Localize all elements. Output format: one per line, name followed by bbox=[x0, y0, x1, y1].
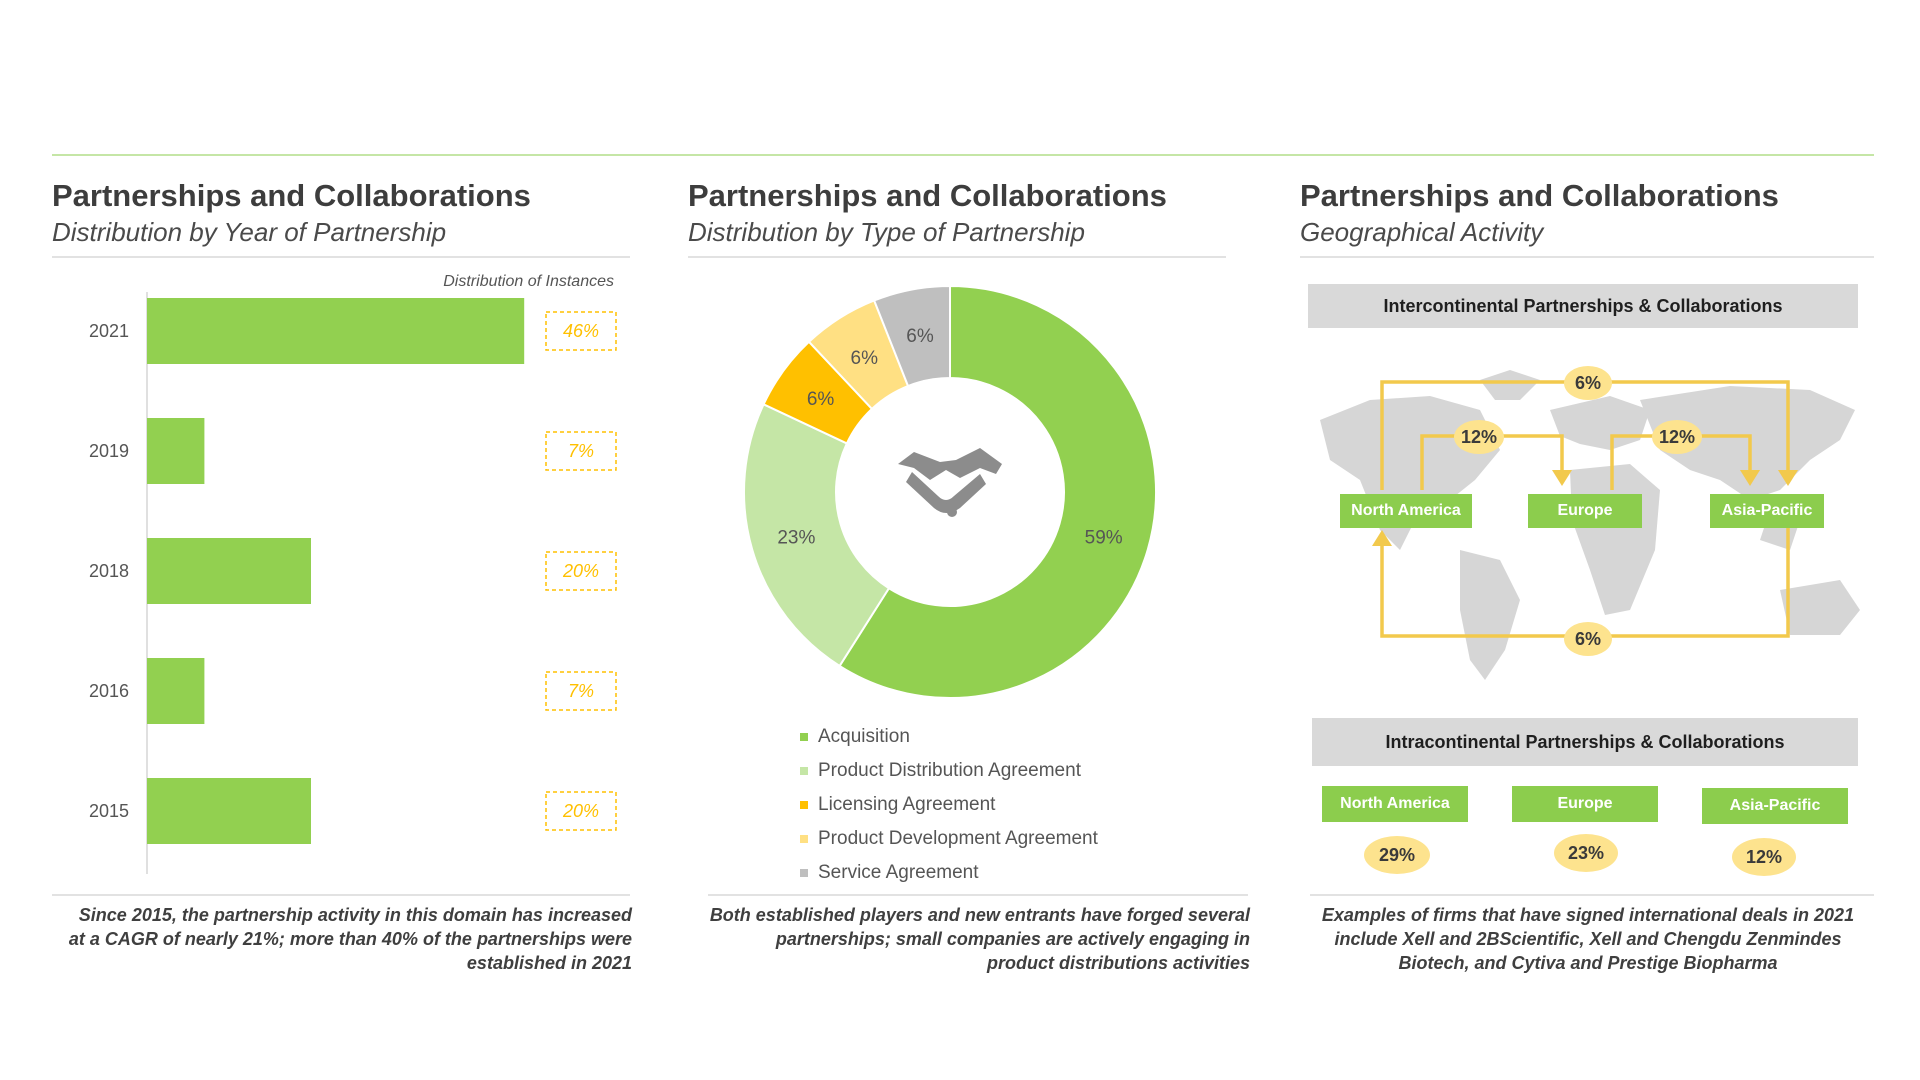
top-divider bbox=[52, 154, 1874, 156]
caption-divider bbox=[1310, 894, 1874, 896]
value-label-box bbox=[545, 791, 617, 831]
panel-title: Partnerships and Collaborations bbox=[1300, 178, 1779, 213]
bar bbox=[147, 658, 205, 724]
legend-label: Product Development Agreement bbox=[818, 828, 1098, 849]
flow-badge: 6% bbox=[1564, 622, 1612, 656]
slice-label: 59% bbox=[1085, 528, 1123, 549]
panel-caption: Examples of firms that have signed inter… bbox=[1321, 905, 1855, 973]
slice-label: 23% bbox=[777, 528, 815, 549]
legend-label: Service Agreement bbox=[818, 862, 979, 883]
value-label-box bbox=[545, 671, 617, 711]
year-bar-chart: Distribution of Instances 2021 46% 2019 7% 2… bbox=[89, 273, 617, 874]
bar bbox=[147, 298, 525, 364]
value-label-header: Distribution of Instances bbox=[443, 273, 614, 290]
donut-slice bbox=[838, 284, 1157, 699]
value-label: 7% bbox=[568, 441, 594, 461]
bar bbox=[147, 418, 205, 484]
category-label: 2021 bbox=[89, 321, 129, 341]
panel-year: Partnerships and Collaborations Distribu… bbox=[52, 178, 531, 248]
panel-subtitle: Geographical Activity bbox=[1300, 217, 1544, 247]
intra-region-europe: Europe bbox=[1512, 786, 1658, 822]
caption-divider bbox=[708, 894, 1248, 896]
bar bbox=[147, 778, 311, 844]
slice-label: 6% bbox=[906, 326, 934, 347]
legend-label: Product Distribution Agreement bbox=[818, 760, 1081, 781]
legend-item: Product Distribution Agreement bbox=[800, 754, 1098, 788]
intra-value-badge: 12% bbox=[1732, 838, 1796, 876]
panel-divider bbox=[688, 256, 1226, 258]
panel-subtitle: Distribution by Type of Partnership bbox=[688, 217, 1085, 247]
intra-value-badge: 29% bbox=[1364, 836, 1430, 874]
caption-divider bbox=[52, 894, 630, 896]
flow-badge: 12% bbox=[1454, 420, 1504, 454]
value-label: 7% bbox=[568, 681, 594, 701]
intra-region-asia-pacific: Asia-Pacific bbox=[1702, 788, 1848, 824]
flow-badge: 6% bbox=[1564, 366, 1612, 400]
category-label: 2015 bbox=[89, 801, 129, 821]
legend-item: Product Development Agreement bbox=[800, 822, 1098, 856]
category-label: 2016 bbox=[89, 681, 129, 701]
legend-swatch bbox=[800, 835, 808, 843]
donut-slice bbox=[743, 402, 891, 668]
value-label: 20% bbox=[562, 801, 599, 821]
slice-label: 6% bbox=[807, 389, 835, 410]
handshake-icon bbox=[898, 448, 1002, 517]
legend-swatch bbox=[800, 733, 808, 741]
category-label: 2019 bbox=[89, 441, 129, 461]
legend-swatch bbox=[800, 869, 808, 877]
value-label-box bbox=[545, 551, 617, 591]
flow-badge: 12% bbox=[1652, 420, 1702, 454]
region-north-america: North America bbox=[1340, 494, 1472, 528]
intra-region-north-america: North America bbox=[1322, 786, 1468, 822]
intracontinental-header: Intracontinental Partnerships & Collabor… bbox=[1312, 718, 1858, 766]
donut-legend: Acquisition Product Distribution Agreemen… bbox=[800, 720, 1098, 890]
panel-divider bbox=[52, 256, 630, 258]
type-donut-chart: 59% 23% 6% 6% 6% bbox=[743, 284, 1157, 699]
region-europe: Europe bbox=[1528, 494, 1642, 528]
intra-value-badge: 23% bbox=[1554, 834, 1618, 872]
legend-item: Licensing Agreement bbox=[800, 788, 1098, 822]
category-label: 2018 bbox=[89, 561, 129, 581]
value-label: 20% bbox=[562, 561, 599, 581]
donut-slice bbox=[872, 284, 951, 388]
region-asia-pacific: Asia-Pacific bbox=[1710, 494, 1824, 528]
legend-item: Service Agreement bbox=[800, 856, 1098, 890]
legend-item: Acquisition bbox=[800, 720, 1098, 754]
panel-title: Partnerships and Collaborations bbox=[688, 178, 1167, 213]
slice-label: 6% bbox=[851, 348, 879, 369]
legend-label: Licensing Agreement bbox=[818, 794, 996, 815]
panel-subtitle: Distribution by Year of Partnership bbox=[52, 217, 447, 247]
intercontinental-header: Intercontinental Partnerships & Collabor… bbox=[1308, 284, 1858, 328]
bar bbox=[147, 538, 311, 604]
panel-type: Partnerships and Collaborations Distribu… bbox=[688, 178, 1167, 248]
value-label-box bbox=[545, 431, 617, 471]
legend-label: Acquisition bbox=[818, 726, 910, 747]
value-label: 46% bbox=[563, 321, 599, 341]
legend-swatch bbox=[800, 767, 808, 775]
panel-title: Partnerships and Collaborations bbox=[52, 178, 531, 213]
value-label-box bbox=[545, 311, 617, 351]
panel-caption: Since 2015, the partnership activity in … bbox=[68, 905, 632, 973]
panel-divider bbox=[1300, 256, 1874, 258]
panel-geo: Partnerships and Collaborations Geograph… bbox=[1300, 178, 1779, 248]
legend-swatch bbox=[800, 801, 808, 809]
panel-caption: Both established players and new entrant… bbox=[709, 905, 1250, 973]
